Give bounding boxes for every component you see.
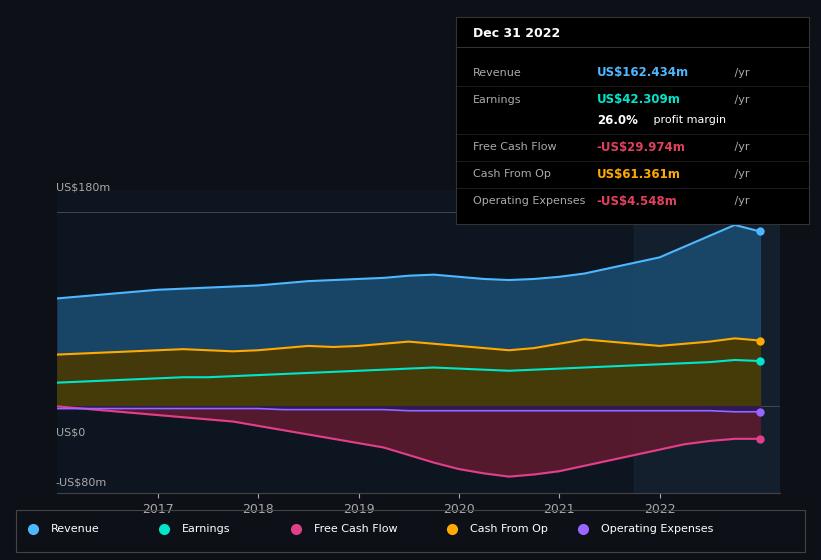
Text: US$162.434m: US$162.434m [597, 66, 689, 80]
Text: Cash From Op: Cash From Op [474, 169, 551, 179]
Text: Operating Expenses: Operating Expenses [474, 196, 585, 206]
Text: Operating Expenses: Operating Expenses [601, 524, 713, 534]
Text: Revenue: Revenue [474, 68, 522, 78]
Text: Dec 31 2022: Dec 31 2022 [474, 27, 561, 40]
Text: /yr: /yr [731, 196, 750, 206]
Text: Free Cash Flow: Free Cash Flow [314, 524, 397, 534]
Text: /yr: /yr [731, 68, 750, 78]
Text: -US$4.548m: -US$4.548m [597, 195, 678, 208]
Text: /yr: /yr [731, 169, 750, 179]
Text: /yr: /yr [731, 95, 750, 105]
Text: /yr: /yr [731, 142, 750, 152]
Text: profit margin: profit margin [650, 115, 726, 125]
Text: 26.0%: 26.0% [597, 114, 638, 127]
Text: Revenue: Revenue [51, 524, 99, 534]
Text: US$0: US$0 [56, 427, 85, 437]
Text: US$42.309m: US$42.309m [597, 93, 681, 106]
Text: -US$29.974m: -US$29.974m [597, 141, 686, 154]
Text: US$180m: US$180m [56, 183, 110, 193]
Bar [635, 190, 780, 493]
Text: Earnings: Earnings [474, 95, 522, 105]
Text: Earnings: Earnings [182, 524, 231, 534]
Text: US$61.361m: US$61.361m [597, 168, 681, 181]
Text: Cash From Op: Cash From Op [470, 524, 548, 534]
Text: -US$80m: -US$80m [56, 478, 107, 488]
Text: Free Cash Flow: Free Cash Flow [474, 142, 557, 152]
